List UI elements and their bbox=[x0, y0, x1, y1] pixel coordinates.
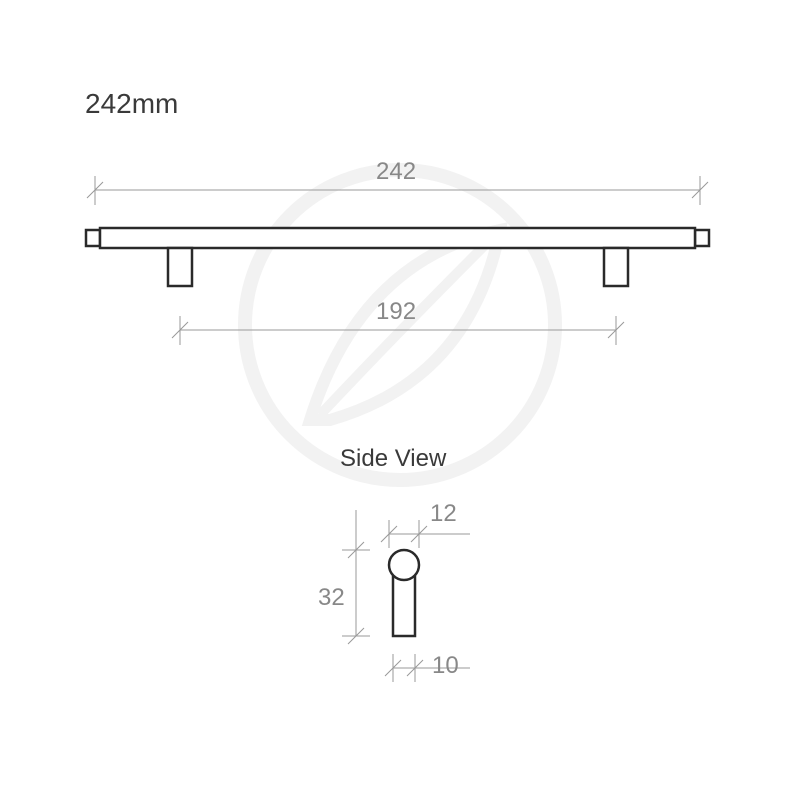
dim-32 bbox=[342, 510, 370, 644]
dim-32-label: 32 bbox=[318, 584, 345, 612]
dim-242-label: 242 bbox=[376, 158, 416, 186]
dim-12-label: 12 bbox=[430, 500, 457, 528]
side-view-label: Side View bbox=[340, 445, 446, 473]
dim-192-label: 192 bbox=[376, 298, 416, 326]
side-part bbox=[389, 550, 419, 636]
dim-10-label: 10 bbox=[432, 652, 459, 680]
title: 242mm bbox=[85, 88, 178, 120]
diagram-svg bbox=[0, 0, 800, 800]
